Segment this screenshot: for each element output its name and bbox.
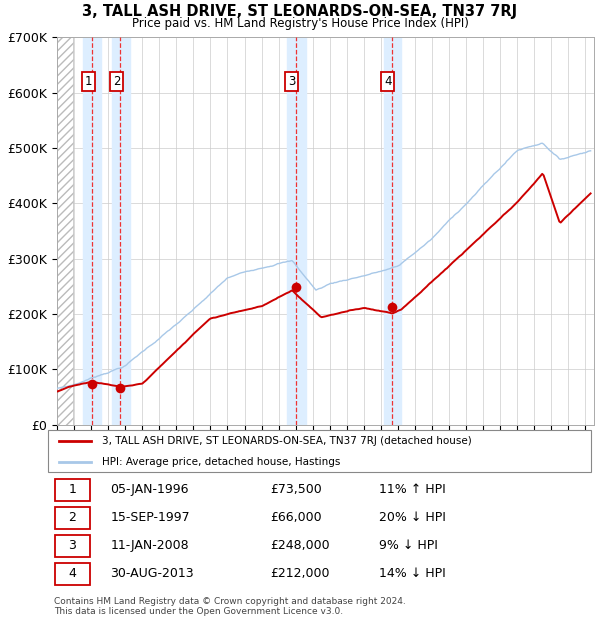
Text: 3, TALL ASH DRIVE, ST LEONARDS-ON-SEA, TN37 7RJ: 3, TALL ASH DRIVE, ST LEONARDS-ON-SEA, T…: [82, 4, 518, 19]
Text: 3: 3: [68, 539, 76, 552]
FancyBboxPatch shape: [55, 507, 90, 529]
Text: 14% ↓ HPI: 14% ↓ HPI: [379, 567, 446, 580]
Bar: [83, 37, 101, 425]
Text: 20% ↓ HPI: 20% ↓ HPI: [379, 511, 446, 524]
FancyBboxPatch shape: [55, 535, 90, 557]
Text: Contains HM Land Registry data © Crown copyright and database right 2024.
This d: Contains HM Land Registry data © Crown c…: [54, 597, 406, 616]
Text: £212,000: £212,000: [271, 567, 330, 580]
Text: £66,000: £66,000: [271, 511, 322, 524]
Bar: [287, 37, 306, 425]
Text: 05-JAN-1996: 05-JAN-1996: [110, 483, 189, 496]
Text: 3: 3: [288, 75, 295, 88]
Bar: [57, 37, 73, 425]
Text: 3, TALL ASH DRIVE, ST LEONARDS-ON-SEA, TN37 7RJ (detached house): 3, TALL ASH DRIVE, ST LEONARDS-ON-SEA, T…: [103, 436, 472, 446]
Text: 11% ↑ HPI: 11% ↑ HPI: [379, 483, 446, 496]
Text: 4: 4: [384, 75, 391, 88]
Text: 1: 1: [85, 75, 92, 88]
Text: 30-AUG-2013: 30-AUG-2013: [110, 567, 194, 580]
Bar: [112, 37, 130, 425]
Text: 11-JAN-2008: 11-JAN-2008: [110, 539, 189, 552]
Text: 15-SEP-1997: 15-SEP-1997: [110, 511, 190, 524]
Text: 4: 4: [68, 567, 76, 580]
Text: 2: 2: [68, 511, 76, 524]
Text: £73,500: £73,500: [271, 483, 322, 496]
Text: Price paid vs. HM Land Registry's House Price Index (HPI): Price paid vs. HM Land Registry's House …: [131, 17, 469, 30]
FancyBboxPatch shape: [55, 563, 90, 585]
Text: 2: 2: [113, 75, 121, 88]
Text: 1: 1: [68, 483, 76, 496]
Text: £248,000: £248,000: [271, 539, 330, 552]
Bar: [385, 37, 401, 425]
Text: 9% ↓ HPI: 9% ↓ HPI: [379, 539, 438, 552]
Text: HPI: Average price, detached house, Hastings: HPI: Average price, detached house, Hast…: [103, 458, 341, 467]
FancyBboxPatch shape: [55, 479, 90, 501]
